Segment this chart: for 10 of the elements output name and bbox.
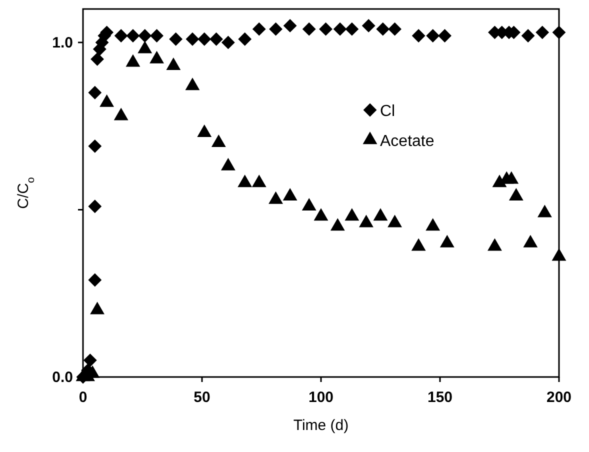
legend-label: Cl (380, 103, 396, 120)
x-tick-label: 100 (308, 389, 334, 406)
x-axis-title: Time (d) (293, 417, 349, 434)
x-tick-label: 200 (546, 389, 572, 406)
x-tick-label: 50 (194, 389, 210, 406)
x-tick-label: 150 (427, 389, 453, 406)
y-tick-label: 1.0 (52, 34, 73, 52)
y-tick-label: 0.0 (52, 369, 73, 386)
legend-label: Acetate (380, 133, 434, 150)
x-tick-label: 0 (78, 389, 88, 406)
